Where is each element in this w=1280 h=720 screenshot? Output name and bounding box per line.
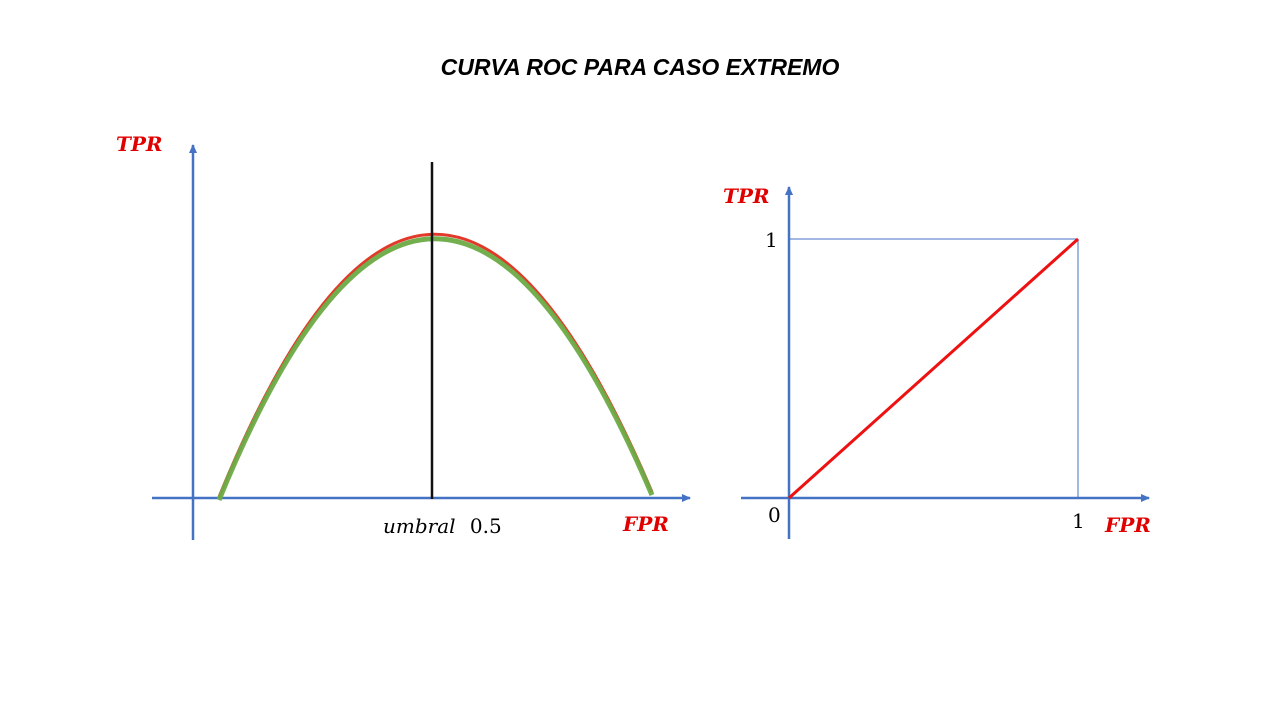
threshold-word: umbral (383, 514, 456, 538)
left-panel: TPR FPR umbral 0.5 (116, 132, 691, 540)
left-curve-green (216, 236, 655, 501)
x-tick-label-1: 1 (1072, 509, 1085, 533)
left-x-axis-label: FPR (622, 512, 669, 536)
y-tick-label-1: 1 (765, 228, 778, 252)
threshold-label: umbral 0.5 (383, 514, 502, 538)
left-y-axis-label: TPR (116, 132, 163, 156)
origin-label: 0 (768, 503, 781, 527)
right-panel: TPR FPR 0 1 1 (723, 184, 1151, 539)
diagonal-line (787, 237, 1080, 500)
threshold-value: 0.5 (470, 514, 502, 538)
right-y-axis-label: TPR (723, 184, 770, 208)
slide-title: CURVA ROC PARA CASO EXTREMO (440, 54, 840, 80)
right-x-axis-label: FPR (1104, 513, 1151, 537)
